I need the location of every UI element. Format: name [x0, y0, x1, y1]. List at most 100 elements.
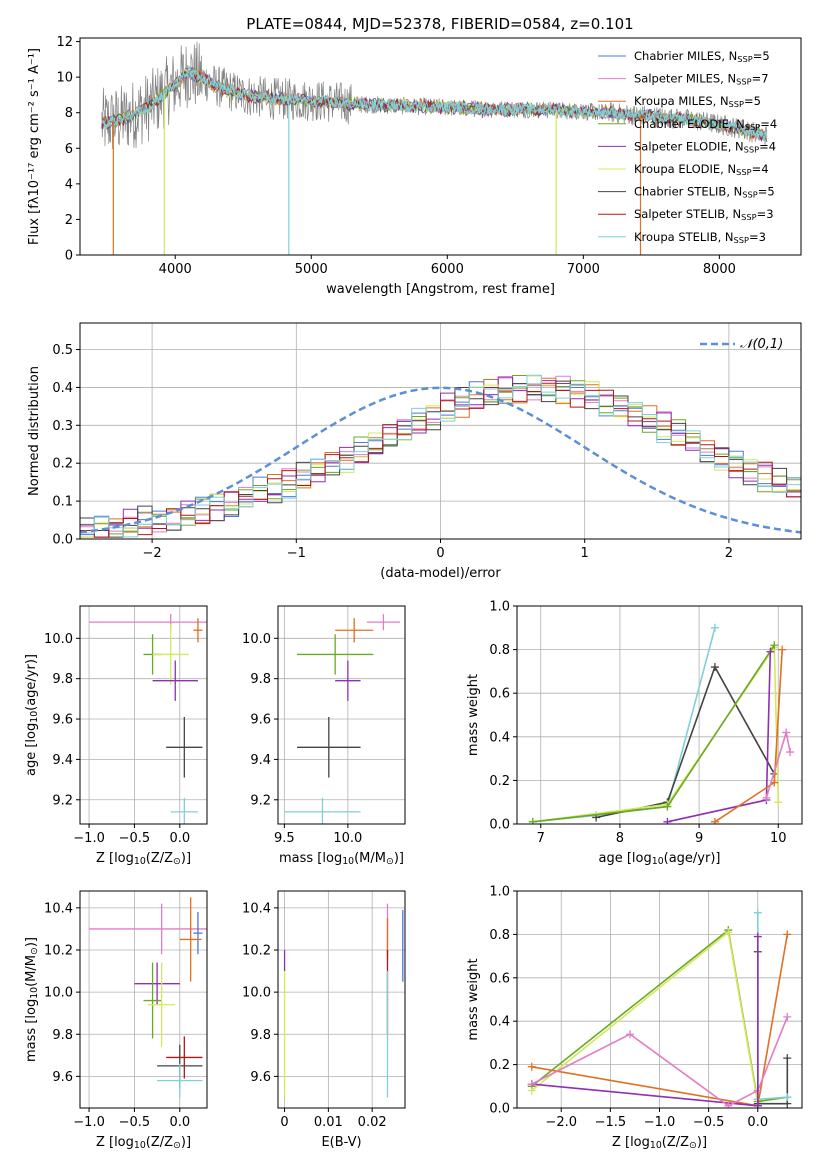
legend-entry: Kroupa ELODIE, NSSP=4	[634, 162, 769, 177]
panel-residuals: −2 −1 0 1 2 0.0 0.1 0.2 0.3 0.4 0.5 (data-model)/er…	[27, 322, 802, 581]
y-tick-label: 4	[65, 177, 73, 192]
axes-frame	[516, 605, 803, 825]
plot-area	[80, 374, 801, 539]
x-tick-label: −2	[143, 546, 162, 561]
legend-entry: Kroupa MILES, NSSP=5	[634, 94, 761, 109]
weight-point-marker	[753, 908, 762, 917]
y-tick-label: 6	[65, 142, 73, 157]
x-tick-label: −1	[287, 546, 306, 561]
x-tick-label: 2	[725, 546, 733, 561]
panel-weight-age: 7 8 9 10 0.0 0.2 0.4 0.6 0.8 1.0 age [log10(age/yr…	[466, 600, 803, 867]
y-tick-label: 0.2	[489, 1058, 510, 1073]
y-tick-label: 9.6	[250, 1070, 271, 1085]
y-tick-label: 10.0	[242, 986, 271, 1001]
y-tick-label: 0	[65, 249, 73, 264]
x-tick-label: 7	[537, 831, 545, 846]
weight-point-marker	[724, 1101, 733, 1108]
y-axis-label: Normed distribution	[27, 366, 42, 496]
legend-entry: Salpeter MILES, NSSP=7	[634, 72, 769, 87]
weight-point-marker	[753, 1101, 762, 1108]
x-tick-label: −1.0	[644, 1115, 676, 1130]
panel-mass-age: 9.5 10.0 9.2 9.4 9.6 9.8 10.0 mass [log10(M/M⊙)…	[242, 605, 406, 867]
y-tick-label: 10.0	[242, 632, 271, 647]
x-tick-label: 7000	[567, 262, 600, 277]
y-axis-label: mass weight	[466, 958, 481, 1040]
weight-point-marker	[783, 930, 792, 939]
histogram-series	[80, 374, 801, 539]
y-tick-label: 10	[56, 71, 73, 86]
legend-entry: Salpeter STELIB, NSSP=3	[634, 207, 774, 222]
weight-point-marker	[783, 1012, 792, 1021]
x-tick-label: −2.0	[545, 1115, 577, 1130]
y-tick-label: 9.8	[52, 672, 73, 687]
legend-entry: Salpeter ELODIE, NSSP=4	[634, 139, 776, 154]
x-tick-label: −0.5	[119, 831, 151, 846]
x-tick-label: −1.0	[73, 1115, 105, 1130]
weight-point-marker	[710, 817, 719, 824]
weight-point-marker	[783, 1054, 792, 1063]
y-tick-label: 0.8	[489, 928, 510, 943]
panel-z-age: −1.0 −0.5 0.0 9.2 9.4 9.6 9.8 10.0 Z [log10(Z/Z⊙…	[24, 605, 208, 867]
y-tick-label: 0.4	[52, 381, 73, 396]
y-axis-label: mass [log10(M/M⊙)]	[24, 937, 40, 1062]
x-tick-label: 0.01	[314, 1115, 343, 1130]
x-tick-label: 0.0	[169, 831, 190, 846]
plot-area	[89, 614, 207, 824]
weight-point-marker	[762, 793, 771, 802]
weight-series-line	[531, 930, 759, 1104]
x-tick-label: 9	[695, 831, 703, 846]
y-tick-label: 0.5	[52, 343, 73, 358]
panel-ebv-mass: 0 0.01 0.02 9.6 9.8 10.0 10.2 10.4 E(B-V)	[242, 890, 406, 1150]
figure-title: PLATE=0844, MJD=52378, FIBERID=0584, z=0…	[246, 15, 633, 33]
y-tick-label: 0.3	[52, 419, 73, 434]
weight-point-marker	[766, 647, 775, 656]
y-tick-label: 2	[65, 213, 73, 228]
y-tick-label: 0.2	[52, 457, 73, 472]
y-tick-label: 0.0	[489, 1102, 510, 1117]
x-tick-label: 5000	[295, 262, 328, 277]
panel-weight-z: −2.0 −1.5 −1.0 −0.5 0.0 0.0 0.2 0.4 0.6 0.8 1.0 Z […	[466, 885, 803, 1151]
normal-reference-curve	[80, 386, 801, 534]
y-tick-label: 9.6	[250, 713, 271, 728]
weight-point-marker	[778, 645, 787, 654]
x-tick-label: −0.5	[119, 1115, 151, 1130]
y-tick-label: 10.2	[242, 943, 271, 958]
weight-point-marker	[663, 802, 672, 811]
plot-area	[101, 41, 768, 255]
weight-point-marker	[527, 1080, 536, 1089]
y-tick-label: 9.6	[52, 713, 73, 728]
weight-point-marker	[782, 728, 791, 737]
y-axis-label: age [log10(age/yr)]	[24, 654, 40, 776]
x-tick-label: −1.5	[595, 1115, 627, 1130]
x-tick-label: 0.0	[169, 1115, 190, 1130]
weight-series-line	[532, 644, 775, 823]
x-axis-label: age [log10(age/yr)]	[599, 851, 721, 867]
x-tick-label: 0	[280, 1115, 288, 1130]
y-tick-label: 10.0	[44, 986, 73, 1001]
weight-point-marker	[786, 748, 795, 757]
y-tick-label: 10.4	[44, 901, 73, 916]
x-tick-label: 10.0	[333, 831, 362, 846]
y-tick-label: 8	[65, 106, 73, 121]
y-tick-label: 1.0	[489, 885, 510, 900]
plot-area	[89, 897, 207, 1098]
y-axis-label: Flux [fλ10⁻¹⁷ erg cm⁻² s⁻¹ A⁻¹]	[27, 48, 42, 245]
weight-series-line	[532, 627, 716, 823]
axes-frame	[79, 605, 208, 825]
x-tick-label: 6000	[431, 262, 464, 277]
weight-series-line	[531, 1083, 758, 1107]
legend-entry: Chabrier MILES, NSSP=5	[634, 49, 770, 64]
x-tick-label: −1.0	[73, 831, 105, 846]
plot-area	[283, 903, 404, 1098]
y-tick-label: 9.8	[250, 672, 271, 687]
weight-point-marker	[527, 1062, 536, 1071]
y-tick-label: 9.2	[250, 793, 271, 808]
x-tick-label: 8	[616, 831, 624, 846]
x-tick-label: 8000	[703, 262, 736, 277]
weight-point-marker	[528, 817, 537, 824]
y-tick-label: 1.0	[489, 600, 510, 615]
weight-point-marker	[663, 817, 672, 824]
x-axis-label: mass [log10(M/M⊙)]	[279, 851, 404, 867]
x-tick-label: 9.5	[274, 831, 295, 846]
